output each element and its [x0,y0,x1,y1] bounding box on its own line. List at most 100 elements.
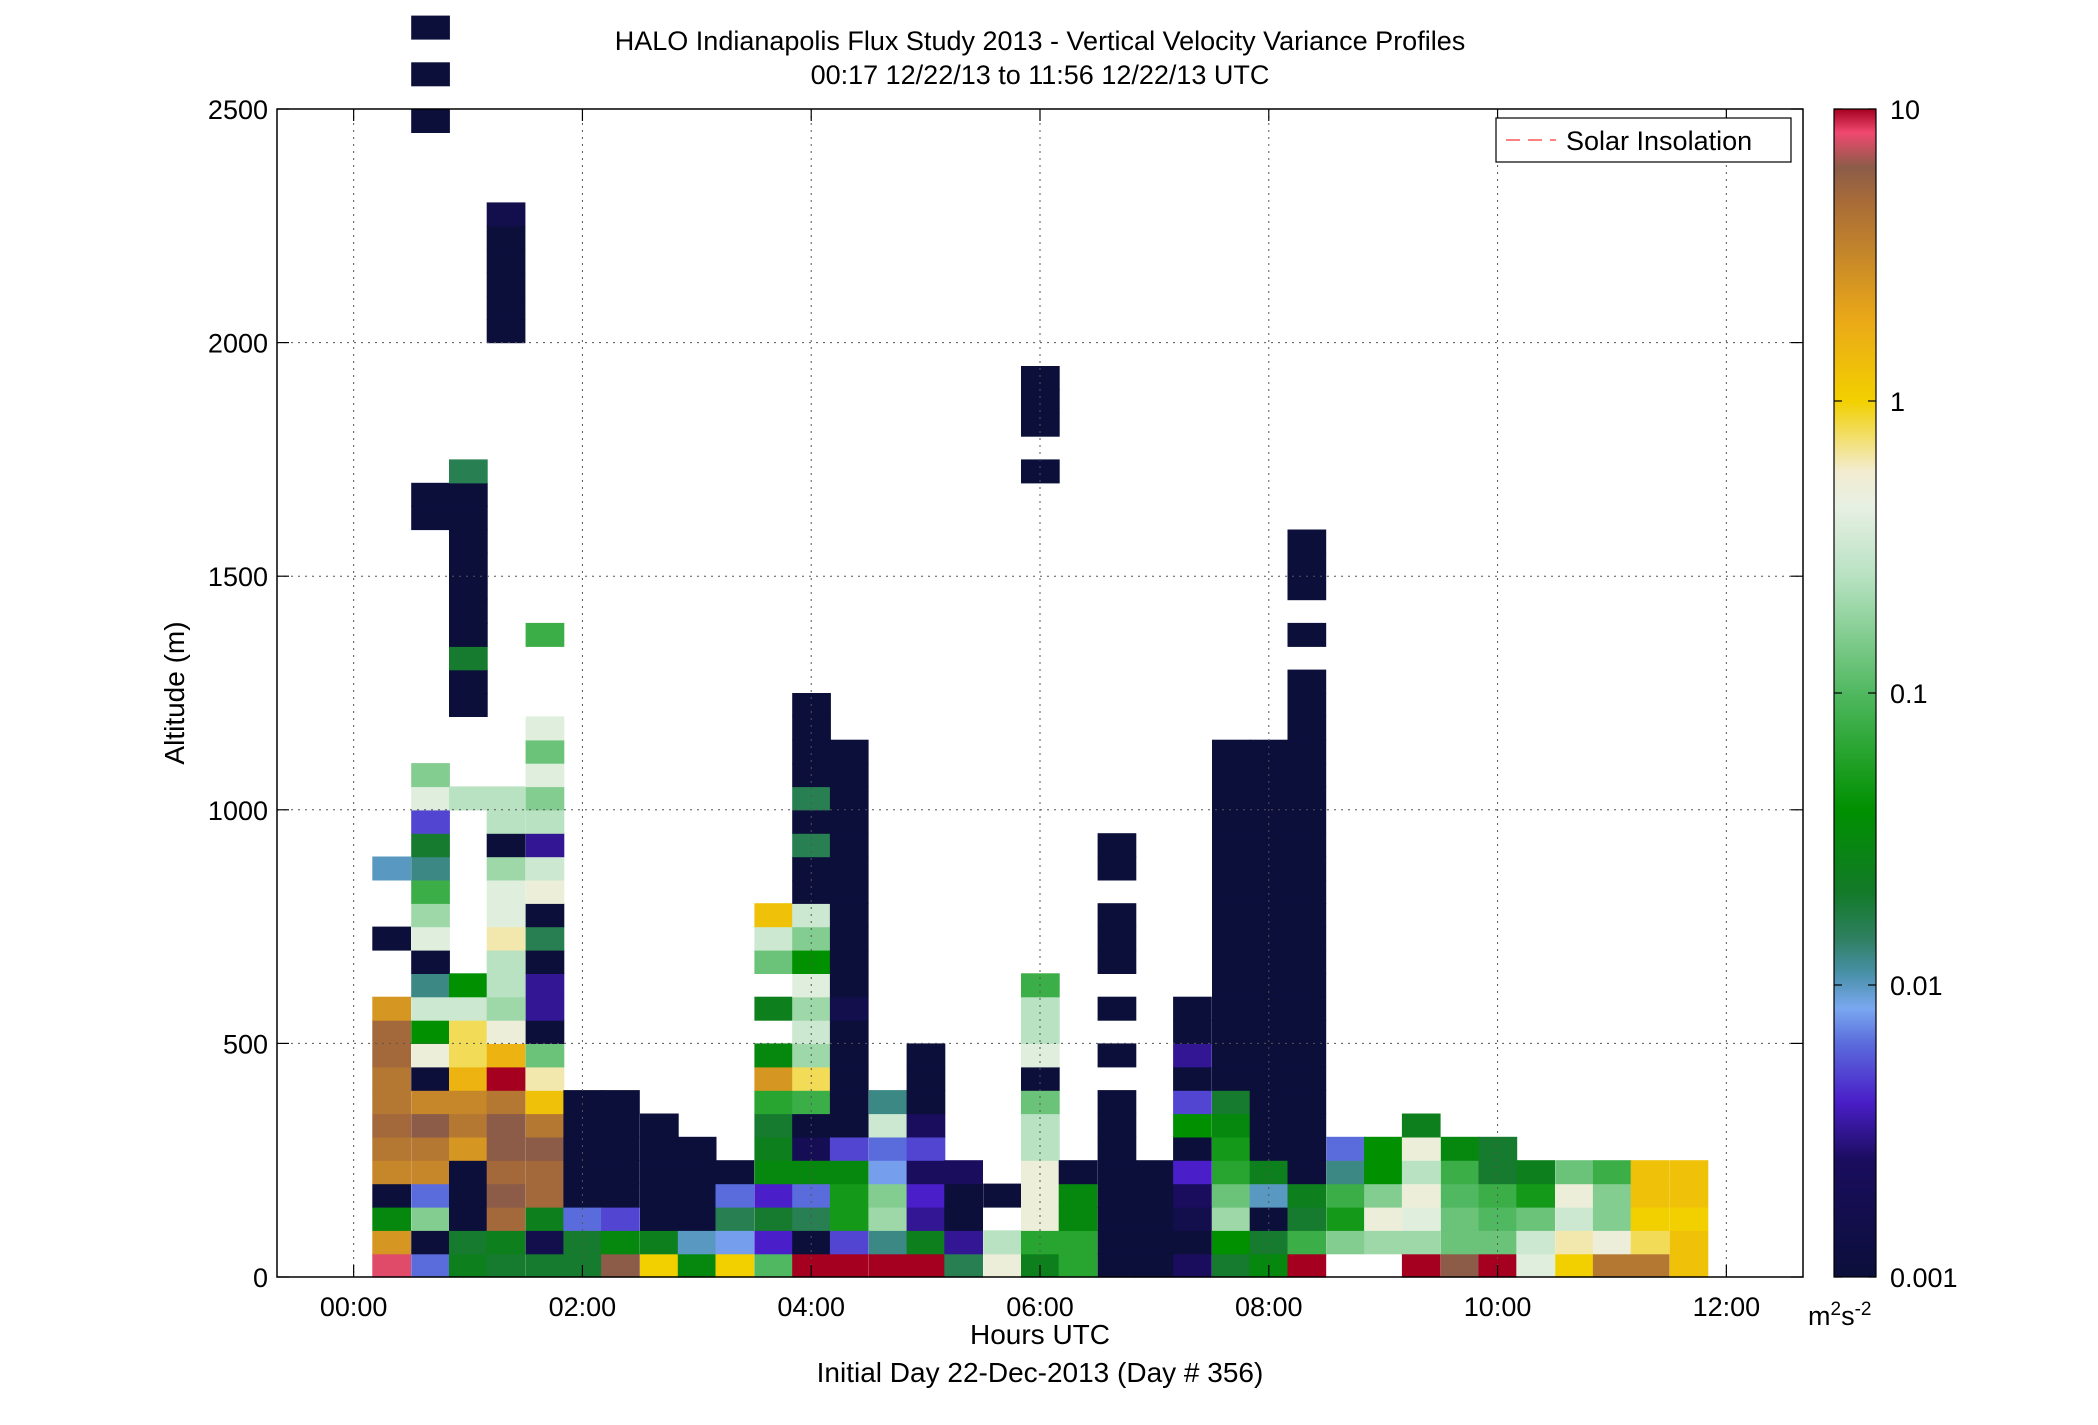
heatmap-cell [525,739,565,764]
heatmap-cell [486,856,526,881]
heatmap-cell [1287,879,1327,904]
heatmap-cell [1212,1020,1251,1044]
heatmap-cell [1516,1206,1555,1231]
heatmap-cell [829,1043,869,1068]
heatmap-cell [411,1183,450,1208]
heatmap-cell [525,1066,565,1091]
heatmap-cell [906,1136,946,1161]
heatmap-cell [640,1160,679,1185]
heatmap-cell [829,926,869,951]
heatmap-cell [1630,1230,1670,1255]
heatmap-cell [983,1253,1022,1278]
heatmap-cell [486,833,526,858]
heatmap-cell [1058,1230,1098,1255]
heatmap-cell [1212,786,1251,811]
heatmap-cell [640,1183,679,1208]
heatmap-cell [1135,1160,1174,1185]
heatmap-cell [829,1090,869,1115]
heatmap-cell [449,552,488,577]
heatmap-cell [1021,1136,1060,1161]
heatmap-cell [486,1066,526,1091]
heatmap-cell [486,973,526,998]
heatmap-cells [372,15,1709,1278]
heatmap-cell [1287,1160,1327,1185]
heatmap-cell [1097,1043,1137,1068]
heatmap-cell [411,1066,450,1091]
colorbar-tick-label: 0.1 [1890,679,1928,709]
heatmap-cell [1287,809,1327,834]
heatmap-cell [792,786,831,811]
heatmap-cell [1669,1206,1709,1231]
heatmap-cell [601,1230,640,1255]
heatmap-cell [1097,996,1137,1021]
heatmap-cell [868,1206,908,1231]
heatmap-cell [640,1253,679,1278]
heatmap-cell [411,62,450,87]
heatmap-cell [1097,1113,1137,1138]
heatmap-cell [486,809,526,834]
heatmap-cell [525,926,565,951]
heatmap-cell [411,1090,450,1115]
heatmap-cell [715,1206,755,1231]
heatmap-cell [1555,1230,1594,1255]
heatmap-cell [754,1113,794,1138]
heatmap-cell [601,1206,640,1231]
heatmap-cell [1440,1253,1480,1278]
legend: Solar Insolation [1495,117,1792,163]
heatmap-cell [1326,1136,1366,1161]
heatmap-cell [1401,1136,1441,1161]
heatmap-cell [1287,996,1327,1021]
heatmap-cell [1173,1020,1212,1044]
heatmap-cell [449,786,488,811]
heatmap-cell [449,693,488,717]
heatmap-cell [1212,1160,1251,1185]
heatmap-cell [1364,1183,1403,1208]
heatmap-cell [829,833,869,858]
heatmap-cell [486,1136,526,1161]
x-tick-label: 02:00 [549,1292,617,1322]
heatmap-cell [1173,1230,1212,1255]
heatmap-cell [1173,1183,1212,1208]
heatmap-cell [1249,739,1289,764]
heatmap-cell [601,1160,640,1185]
x-tick-label: 08:00 [1235,1292,1303,1322]
heatmap-cell [1555,1253,1594,1278]
heatmap-cell [868,1090,908,1115]
heatmap-cell [792,716,831,741]
heatmap-cell [1212,763,1251,788]
heatmap-cell [601,1136,640,1161]
heatmap-cell [1440,1230,1480,1255]
heatmap-cell [449,506,488,531]
heatmap-cell [1097,1160,1137,1185]
heatmap-cell [1669,1253,1709,1278]
y-tick-label: 1000 [208,796,268,826]
heatmap-cell [677,1136,717,1161]
heatmap-cell [372,996,411,1021]
heatmap-cell [525,1020,565,1044]
heatmap-cell [411,763,450,788]
heatmap-cell [1212,1253,1251,1278]
heatmap-cell [754,996,794,1021]
heatmap-cell [1173,1090,1212,1115]
heatmap-cell [792,809,831,834]
heatmap-cell [449,1206,488,1231]
heatmap-cell [1173,1113,1212,1138]
heatmap-cell [486,1113,526,1138]
heatmap-cell [486,1090,526,1115]
heatmap-cell [792,996,831,1021]
heatmap-cell [1097,1136,1137,1161]
heatmap-cell [1212,1090,1251,1115]
heatmap-cell [1287,669,1327,694]
heatmap-cell [1249,809,1289,834]
colorbar-units-base: m [1808,1301,1831,1331]
heatmap-cell [792,1136,831,1161]
heatmap-cell [372,1230,411,1255]
heatmap-cell [1212,1230,1251,1255]
heatmap-cell [1364,1136,1403,1161]
y-tick-label: 2500 [208,95,268,125]
heatmap-cell [449,1183,488,1208]
heatmap-cell [868,1136,908,1161]
heatmap-cell [486,249,526,274]
colorbar-tick-label: 10 [1890,95,1920,125]
